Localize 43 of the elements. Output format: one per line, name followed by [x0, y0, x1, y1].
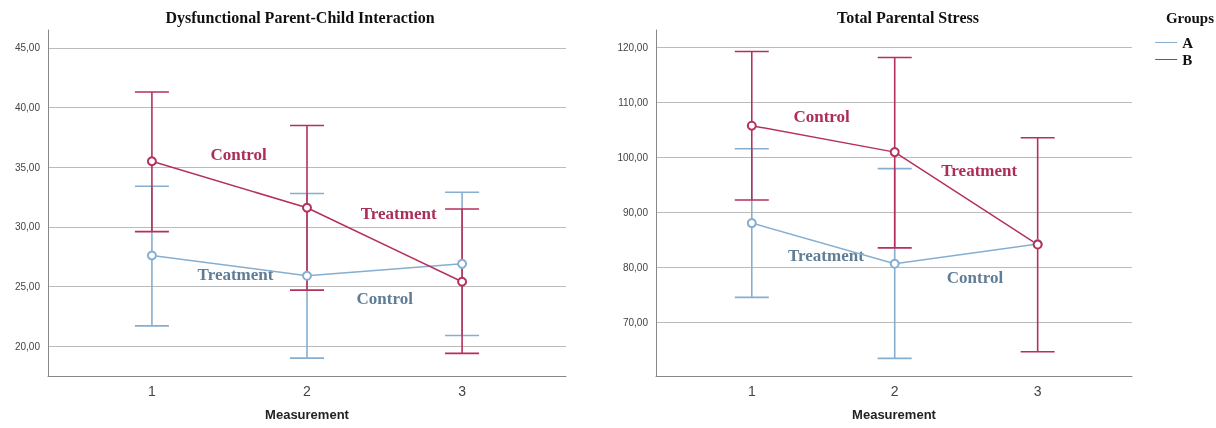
y-tick-label: 110,00 [618, 97, 649, 109]
point [146, 156, 157, 167]
y-tick-label: 100,00 [617, 152, 649, 164]
annotation: Treatment [941, 161, 1018, 181]
annotation: Control [793, 107, 851, 126]
y-tick-label: 120,00 [617, 42, 649, 54]
chart-title: Total Parental Stress [837, 8, 979, 26]
annotation: Treatment [360, 204, 437, 224]
point [746, 120, 757, 131]
annotation: Treatment [197, 265, 274, 285]
x-tick-label: 1 [747, 383, 756, 399]
annotation: Control [210, 145, 268, 165]
x-tick-label: 2 [303, 383, 312, 399]
point [457, 258, 468, 269]
point [302, 270, 312, 281]
x-axis-title: Measurement [852, 407, 937, 422]
annotation: Control [946, 267, 1004, 287]
annotation: Treatment [788, 246, 865, 266]
y-tick-label: 25,00 [14, 281, 41, 293]
point [889, 147, 900, 158]
annotation: Control [356, 288, 414, 308]
y-tick-label: 80,00 [622, 262, 649, 274]
x-tick-label: 3 [458, 383, 467, 399]
x-tick-label: 3 [1033, 383, 1042, 399]
point [457, 276, 468, 287]
y-tick-label: 20,00 [14, 340, 41, 352]
legend-title: Groups [1165, 9, 1215, 26]
x-tick-label: 1 [148, 383, 157, 399]
y-tick-label: 90,00 [622, 207, 649, 219]
point [746, 218, 757, 229]
y-tick-label: 35,00 [14, 161, 41, 173]
legend-label: B [1182, 51, 1193, 68]
point [146, 250, 157, 261]
y-tick-label: 45,00 [14, 42, 41, 54]
x-axis-title: Measurement [265, 407, 350, 422]
point [302, 202, 312, 213]
y-tick-label: 30,00 [14, 221, 41, 233]
y-tick-label: 40,00 [14, 102, 41, 114]
chart-title: Dysfunctional Parent-Child Interaction [165, 8, 435, 27]
x-tick-label: 2 [890, 383, 899, 399]
y-tick-label: 70,00 [622, 317, 649, 329]
legend-label: A [1182, 34, 1194, 51]
point [889, 258, 900, 269]
